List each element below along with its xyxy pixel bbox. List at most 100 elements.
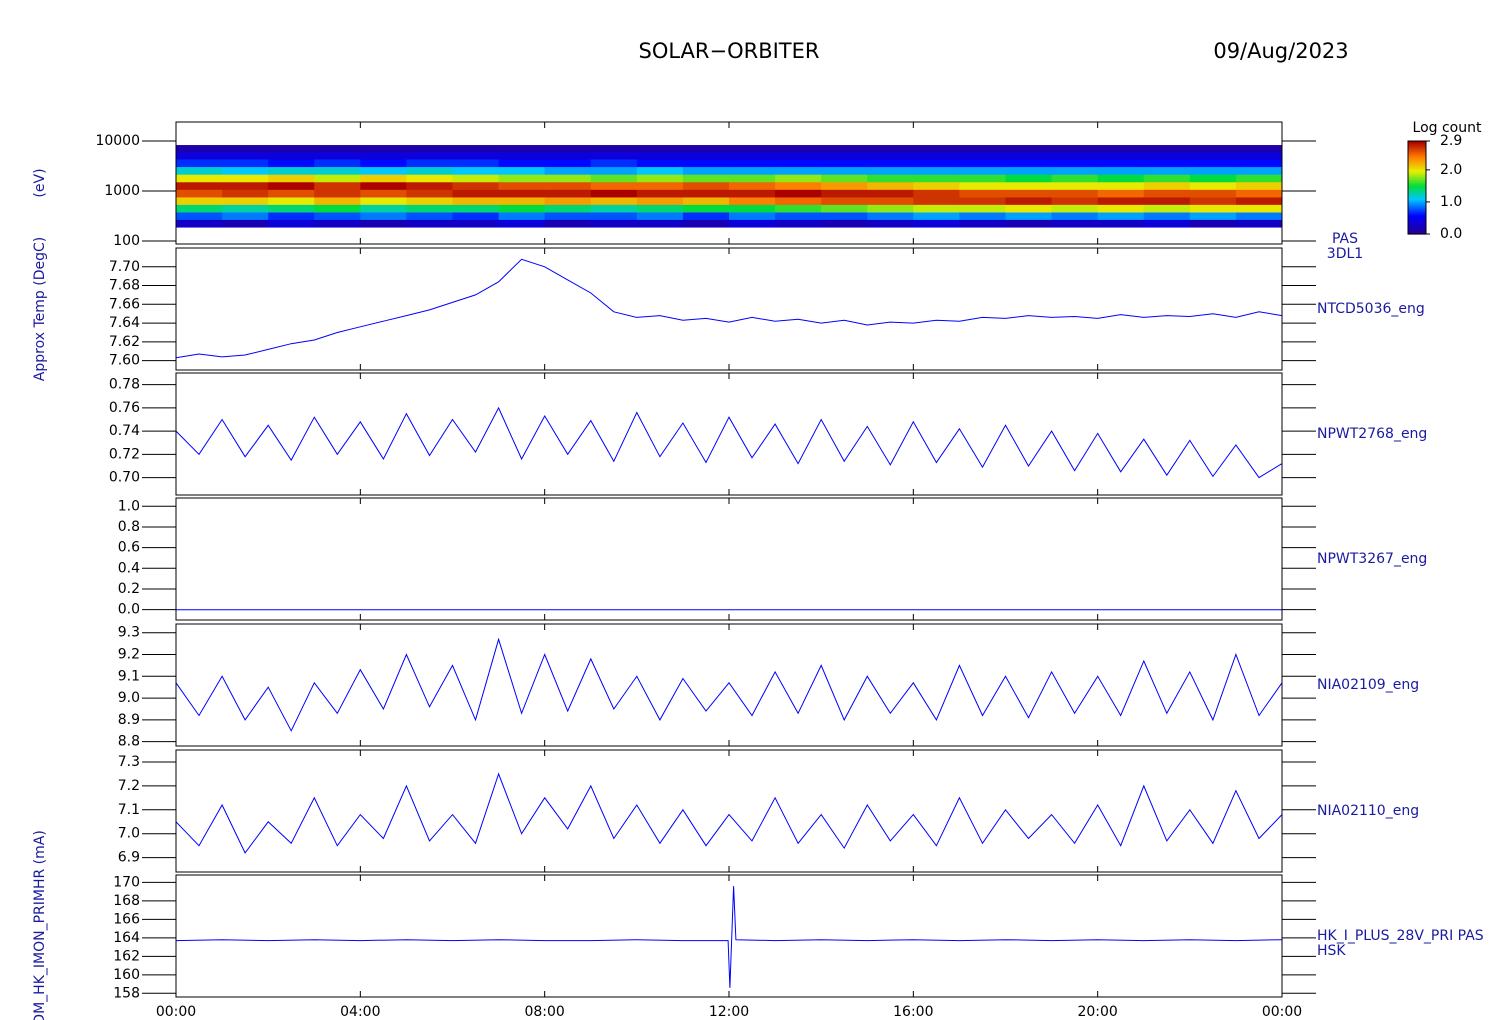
colorbar-swatch bbox=[1408, 209, 1426, 212]
y-tick-label: 9.0 bbox=[118, 690, 140, 706]
heat-cell bbox=[452, 211, 500, 220]
colorbar-swatch bbox=[1408, 199, 1426, 203]
heat-cell bbox=[682, 219, 730, 228]
heat-cell bbox=[222, 204, 269, 213]
colorbar-swatch bbox=[1408, 206, 1426, 209]
colorbar-swatch bbox=[1408, 227, 1426, 230]
heat-cell bbox=[452, 174, 500, 183]
axes-frame bbox=[175, 497, 1283, 621]
side-label: HSK bbox=[1317, 943, 1346, 959]
heat-cell bbox=[452, 158, 500, 168]
heat-cell bbox=[176, 211, 223, 220]
heat-cell bbox=[268, 181, 315, 190]
heat-cell bbox=[1051, 166, 1099, 175]
heat-cell bbox=[1235, 174, 1283, 183]
heat-cell bbox=[636, 145, 684, 152]
heat-cell bbox=[544, 174, 592, 183]
heat-cell bbox=[1143, 204, 1191, 213]
colorbar-swatch bbox=[1408, 224, 1426, 227]
heat-cell bbox=[1143, 166, 1191, 175]
heat-cell bbox=[729, 219, 776, 228]
heat-cell bbox=[1051, 151, 1099, 160]
heat-cell bbox=[176, 151, 223, 160]
heat-cell bbox=[590, 151, 638, 160]
heat-cell bbox=[498, 166, 546, 175]
heat-cell bbox=[360, 151, 407, 160]
heat-cell bbox=[268, 166, 315, 175]
heat-cell bbox=[867, 189, 914, 198]
data-line bbox=[175, 258, 1283, 359]
heat-cell bbox=[913, 196, 960, 205]
side-label: NPWT3267_eng bbox=[1317, 551, 1427, 567]
heat-cell bbox=[821, 166, 868, 175]
colorbar-swatch bbox=[1408, 148, 1426, 151]
heat-cell bbox=[176, 145, 223, 152]
colorbar-swatch bbox=[1408, 170, 1426, 173]
y-tick-label: 168 bbox=[113, 893, 140, 909]
heat-cell bbox=[222, 151, 269, 160]
heat-cell bbox=[682, 145, 730, 152]
y-tick-label: 0.76 bbox=[109, 400, 140, 416]
heat-cell bbox=[636, 166, 684, 175]
heat-cell bbox=[867, 166, 914, 175]
heat-cell bbox=[360, 174, 407, 183]
colorbar-swatch bbox=[1408, 142, 1426, 145]
colorbar-frame bbox=[1407, 140, 1427, 235]
heat-cell bbox=[867, 204, 914, 213]
heat-cell bbox=[821, 204, 868, 213]
heat-cell bbox=[544, 158, 592, 168]
heat-cell bbox=[176, 158, 223, 168]
colorbar-swatch bbox=[1408, 184, 1426, 187]
heat-cell bbox=[406, 151, 453, 160]
colorbar-swatch bbox=[1408, 230, 1426, 234]
y-tick-label: 7.0 bbox=[118, 826, 140, 842]
colorbar-tick-label: 2.9 bbox=[1440, 133, 1462, 149]
colorbar-swatch bbox=[1408, 144, 1426, 147]
heat-cell bbox=[176, 174, 223, 183]
side-label: NIA02110_eng bbox=[1317, 803, 1419, 819]
colorbar-swatch bbox=[1408, 189, 1426, 192]
heat-cell bbox=[1097, 189, 1145, 198]
y-tick-label: 0.78 bbox=[109, 377, 140, 393]
heat-cell bbox=[314, 219, 361, 228]
heat-cell bbox=[867, 151, 914, 160]
heat-cell bbox=[222, 219, 269, 228]
heat-cell bbox=[913, 211, 960, 220]
heat-cell bbox=[821, 189, 868, 198]
heat-cell bbox=[406, 211, 453, 220]
heat-cell bbox=[636, 219, 684, 228]
y-tick-label: 7.68 bbox=[109, 278, 140, 294]
y-tick-label: 7.62 bbox=[109, 334, 140, 350]
heat-cell bbox=[314, 189, 361, 198]
colorbar-swatch bbox=[1408, 201, 1426, 204]
y-tick-label: 0.4 bbox=[118, 560, 140, 576]
heat-cell bbox=[1189, 181, 1237, 190]
heat-cell bbox=[1189, 166, 1237, 175]
heat-cell bbox=[268, 196, 315, 205]
y-tick-label: 7.66 bbox=[109, 296, 140, 312]
colorbar-swatch bbox=[1408, 164, 1426, 167]
heat-cell bbox=[590, 219, 638, 228]
heat-cell bbox=[452, 204, 500, 213]
heat-cell bbox=[544, 189, 592, 198]
heat-cell bbox=[1005, 219, 1053, 228]
y-tick-label: 7.70 bbox=[109, 259, 140, 275]
heat-cell bbox=[222, 174, 269, 183]
colorbar-swatch bbox=[1408, 154, 1426, 158]
heat-cell bbox=[1235, 219, 1283, 228]
heat-cell bbox=[452, 166, 500, 175]
title: SOLAR−ORBITER bbox=[638, 39, 819, 63]
heat-cell bbox=[1189, 204, 1237, 213]
heat-cell bbox=[498, 196, 546, 205]
heat-cell bbox=[314, 181, 361, 190]
data-line bbox=[175, 772, 1283, 854]
y-tick-label: 0.0 bbox=[118, 602, 140, 618]
colorbar-tick-label: 1.0 bbox=[1440, 194, 1462, 210]
heat-cell bbox=[682, 174, 730, 183]
heat-cell bbox=[729, 181, 776, 190]
heat-cell bbox=[406, 166, 453, 175]
heat-cell bbox=[1235, 151, 1283, 160]
y-tick-label: 7.60 bbox=[109, 353, 140, 369]
heat-cell bbox=[1143, 151, 1191, 160]
heat-cell bbox=[498, 145, 546, 152]
